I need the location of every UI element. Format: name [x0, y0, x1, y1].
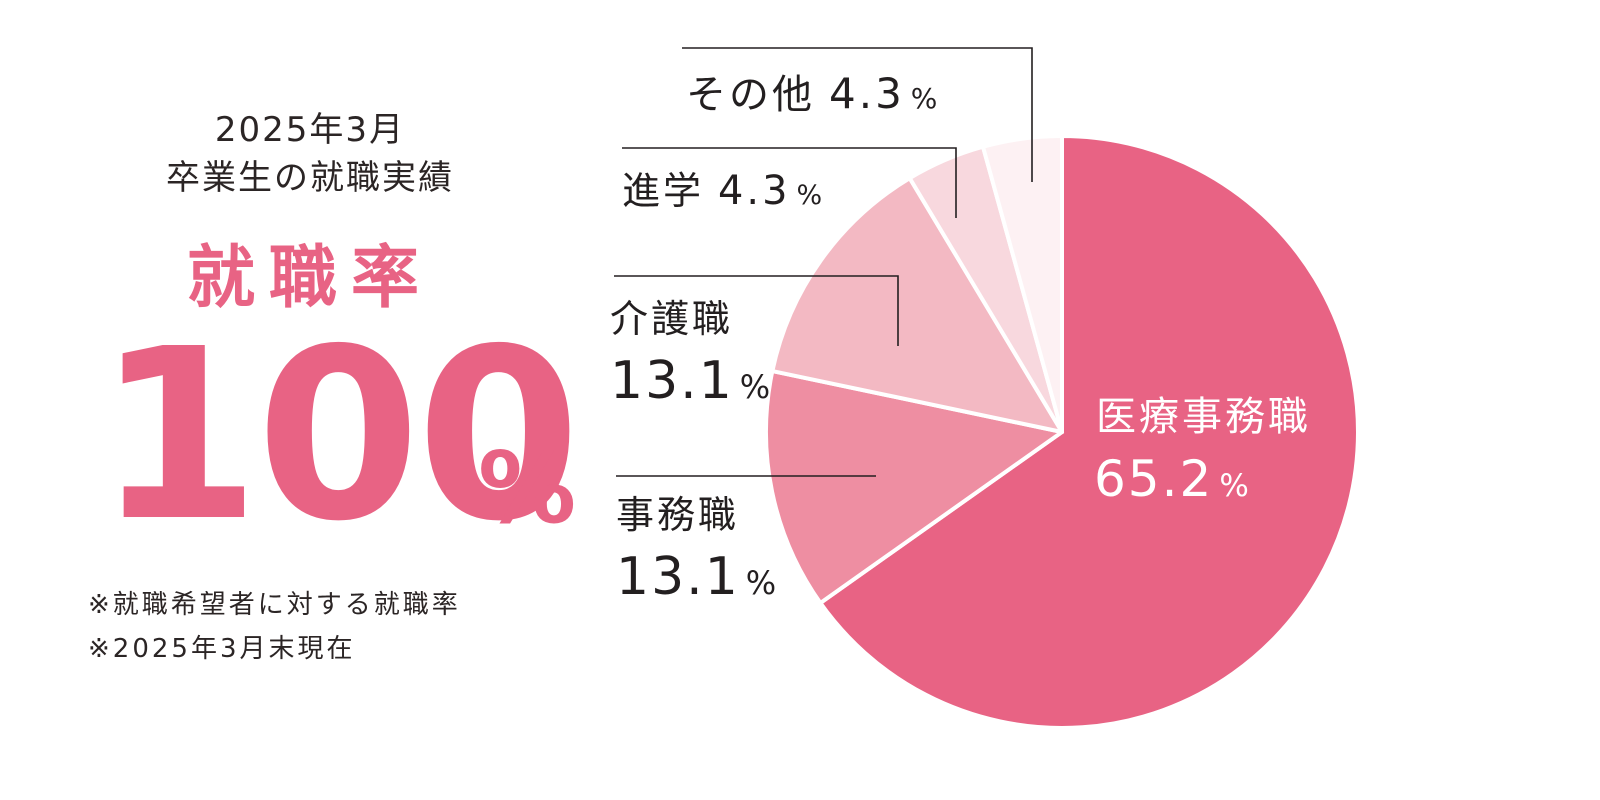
year-heading: 2025年3月	[214, 110, 406, 150]
leader-line	[622, 147, 957, 218]
slice-value: 13.1%	[616, 547, 778, 607]
leader-line	[682, 47, 1033, 182]
note-date: ※2025年3月末現在	[88, 634, 356, 664]
employment-rate-unit: %	[478, 432, 577, 546]
leader-line	[614, 275, 899, 346]
pie-slices	[764, 134, 1360, 730]
leader-lines	[614, 47, 1033, 477]
employment-rate-title: 就職率	[186, 239, 433, 318]
slice-label: 介護職	[610, 297, 733, 341]
slice-labels: 医療事務職 65.2 % 事務職 13.1 % 介護職 13.1 % 進学 4.3 % その他 4.3%	[610, 69, 1311, 607]
pie-slice	[770, 176, 1064, 434]
slice-label: 医療事務職	[1096, 394, 1311, 440]
slice-label: 事務職	[616, 493, 739, 537]
slice-value: 65.2%	[1094, 450, 1251, 508]
note-rate-basis: ※就職希望者に対する就職率	[88, 590, 461, 620]
summary-panel: 2025年3月 卒業生の就職実績 就職率 100 % ※就職希望者に対する就職率…	[0, 0, 610, 800]
slice-label-value: 進学 4.3%	[622, 168, 825, 214]
graduates-heading: 卒業生の就職実績	[166, 158, 454, 198]
pie-slice	[764, 369, 1064, 605]
employment-rate-value: 100	[96, 298, 581, 573]
slice-label-value: その他 4.3%	[686, 69, 940, 118]
pie-slice	[980, 134, 1064, 434]
slice-value: 13.1%	[610, 351, 772, 411]
pie-slice	[818, 134, 1360, 730]
